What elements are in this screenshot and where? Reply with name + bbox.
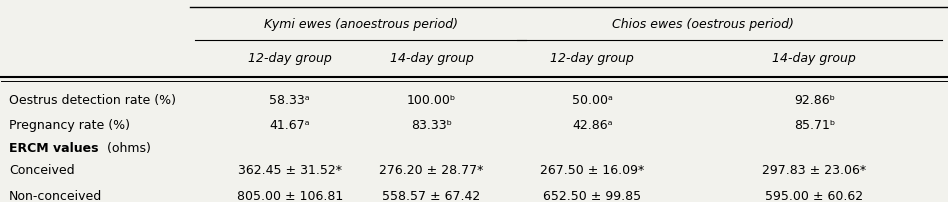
Text: 652.50 ± 99.85: 652.50 ± 99.85 (543, 189, 641, 202)
Text: Non-conceived: Non-conceived (9, 189, 102, 202)
Text: 41.67ᵃ: 41.67ᵃ (269, 119, 310, 132)
Text: 12-day group: 12-day group (550, 52, 634, 65)
Text: 297.83 ± 23.06*: 297.83 ± 23.06* (762, 164, 866, 177)
Text: 362.45 ± 31.52*: 362.45 ± 31.52* (238, 164, 341, 177)
Text: 100.00ᵇ: 100.00ᵇ (407, 94, 456, 107)
Text: 14-day group: 14-day group (390, 52, 473, 65)
Text: 276.20 ± 28.77*: 276.20 ± 28.77* (379, 164, 483, 177)
Text: (ohms): (ohms) (103, 142, 152, 156)
Text: 558.57 ± 67.42: 558.57 ± 67.42 (382, 189, 481, 202)
Text: Conceived: Conceived (9, 164, 75, 177)
Text: Kymi ewes (anoestrous period): Kymi ewes (anoestrous period) (264, 18, 458, 31)
Text: 595.00 ± 60.62: 595.00 ± 60.62 (765, 189, 864, 202)
Text: 267.50 ± 16.09*: 267.50 ± 16.09* (540, 164, 645, 177)
Text: Pregnancy rate (%): Pregnancy rate (%) (9, 119, 130, 132)
Text: Oestrus detection rate (%): Oestrus detection rate (%) (9, 94, 176, 107)
Text: 92.86ᵇ: 92.86ᵇ (793, 94, 835, 107)
Text: 83.33ᵇ: 83.33ᵇ (411, 119, 452, 132)
Text: 85.71ᵇ: 85.71ᵇ (793, 119, 835, 132)
Text: 42.86ᵃ: 42.86ᵃ (572, 119, 612, 132)
Text: 14-day group: 14-day group (773, 52, 856, 65)
Text: 50.00ᵃ: 50.00ᵃ (572, 94, 612, 107)
Text: 58.33ᵃ: 58.33ᵃ (269, 94, 310, 107)
Text: Chios ewes (oestrous period): Chios ewes (oestrous period) (612, 18, 794, 31)
Text: 12-day group: 12-day group (247, 52, 332, 65)
Text: 805.00 ± 106.81: 805.00 ± 106.81 (237, 189, 343, 202)
Text: ERCM values: ERCM values (9, 142, 99, 156)
